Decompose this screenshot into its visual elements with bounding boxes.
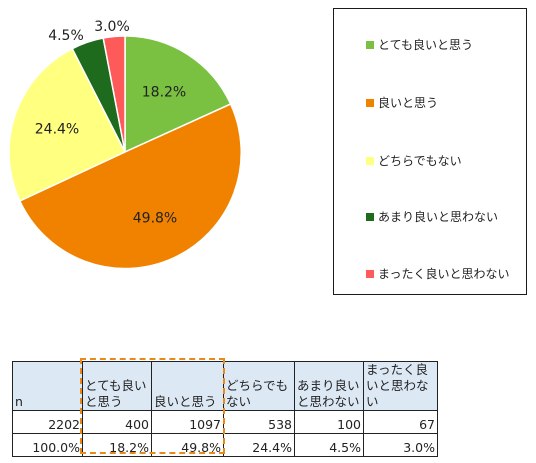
chart-legend: とても良いと思う 良いと思う どちらでもない あまり良いと思わない まったく良い… xyxy=(333,8,527,295)
legend-swatch-not-good-at-all xyxy=(366,269,374,278)
legend-swatch-very-good xyxy=(366,40,374,49)
slice-label-neutral: 24.4% xyxy=(35,122,79,138)
count-n: 2202 xyxy=(12,410,83,434)
percent-n: 100.0% xyxy=(12,433,83,457)
legend-label-very-good: とても良いと思う xyxy=(378,38,474,52)
pie-slice-very-good xyxy=(124,35,232,154)
count-not-good: 100 xyxy=(294,410,364,434)
header-not-good-at-all: まったく良いと思わない xyxy=(363,361,438,411)
header-not-good: あまり良いと思わない xyxy=(294,361,364,411)
legend-item-very-good: とても良いと思う xyxy=(366,36,473,53)
table-row-percents: 100.0% 18.2% 49.8% 24.4% 4.5% 3.0% xyxy=(12,433,438,457)
percent-not-good: 4.5% xyxy=(294,433,364,457)
count-very-good: 400 xyxy=(82,410,152,434)
legend-label-not-good-at-all: まったく良いと思わない xyxy=(378,267,510,281)
legend-label-not-good: あまり良いと思わない xyxy=(378,210,499,224)
legend-swatch-not-good xyxy=(366,212,374,221)
percent-neutral: 24.4% xyxy=(223,433,295,457)
header-n: n xyxy=(12,361,83,411)
percent-good: 49.8% xyxy=(151,433,224,457)
legend-item-not-good-at-all: まったく良いと思わない xyxy=(366,265,510,282)
data-table: n とても良いと思う 良いと思う どちらでもない あまり良いと思わない まったく… xyxy=(12,361,438,457)
slice-label-very-good: 18.2% xyxy=(142,85,186,101)
legend-swatch-good xyxy=(366,98,374,107)
slice-label-good: 49.8% xyxy=(133,210,177,226)
legend-item-not-good: あまり良いと思わない xyxy=(366,208,498,225)
pie-slice-not-good-at-all xyxy=(102,35,126,153)
percent-not-good-at-all: 3.0% xyxy=(363,433,438,457)
slice-label-not-good-at-all: 3.0% xyxy=(94,19,130,35)
percent-very-good: 18.2% xyxy=(82,433,152,457)
count-not-good-at-all: 67 xyxy=(363,410,438,434)
slice-label-not-good: 4.5% xyxy=(48,28,84,44)
count-neutral: 538 xyxy=(223,410,295,434)
table-row-counts: 2202 400 1097 538 100 67 xyxy=(12,410,438,434)
header-neutral: どちらでもない xyxy=(223,361,295,411)
table-header-row: n とても良いと思う 良いと思う どちらでもない あまり良いと思わない まったく… xyxy=(12,361,438,411)
legend-item-good: 良いと思う xyxy=(366,94,438,111)
legend-label-good: 良いと思う xyxy=(378,96,439,110)
pie-slice-good xyxy=(18,103,242,270)
header-good: 良いと思う xyxy=(151,361,224,411)
legend-swatch-neutral xyxy=(366,156,374,165)
legend-label-neutral: どちらでもない xyxy=(378,154,462,168)
pie-chart: 18.2% 49.8% 24.4% 4.5% 3.0% xyxy=(8,19,242,270)
header-very-good: とても良いと思う xyxy=(82,361,152,411)
legend-item-neutral: どちらでもない xyxy=(366,152,462,169)
count-good: 1097 xyxy=(151,410,224,434)
pie-slice-neutral xyxy=(8,47,127,202)
